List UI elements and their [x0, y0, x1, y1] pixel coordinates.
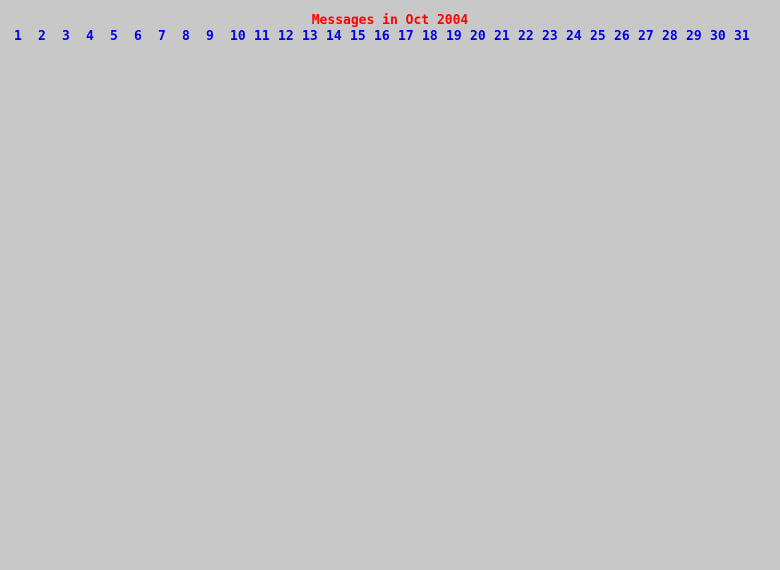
day-link-21[interactable]: 21	[494, 29, 510, 44]
day-link-31[interactable]: 31	[734, 29, 750, 44]
day-link-10[interactable]: 10	[230, 29, 246, 44]
day-link-12[interactable]: 12	[278, 29, 294, 44]
day-link-27[interactable]: 27	[638, 29, 654, 44]
day-link-8[interactable]: 8	[182, 29, 190, 44]
day-link-7[interactable]: 7	[158, 29, 166, 44]
day-link-11[interactable]: 11	[254, 29, 270, 44]
day-link-28[interactable]: 28	[662, 29, 678, 44]
day-link-1[interactable]: 1	[14, 29, 22, 44]
day-link-14[interactable]: 14	[326, 29, 342, 44]
day-link-16[interactable]: 16	[374, 29, 390, 44]
day-link-25[interactable]: 25	[590, 29, 606, 44]
day-links-row: 1 2 3 4 5 6 7 8 9 10 11 12 13 14 15 16 17 18 19 20 21 22 23 24 2…	[14, 29, 780, 45]
day-link-9[interactable]: 9	[206, 29, 214, 44]
day-link-5[interactable]: 5	[110, 29, 118, 44]
day-link-17[interactable]: 17	[398, 29, 414, 44]
day-link-26[interactable]: 26	[614, 29, 630, 44]
day-link-20[interactable]: 20	[470, 29, 486, 44]
day-link-30[interactable]: 30	[710, 29, 726, 44]
day-link-4[interactable]: 4	[86, 29, 94, 44]
day-link-13[interactable]: 13	[302, 29, 318, 44]
day-link-2[interactable]: 2	[38, 29, 46, 44]
day-link-15[interactable]: 15	[350, 29, 366, 44]
day-link-29[interactable]: 29	[686, 29, 702, 44]
day-link-22[interactable]: 22	[518, 29, 534, 44]
day-link-24[interactable]: 24	[566, 29, 582, 44]
day-link-6[interactable]: 6	[134, 29, 142, 44]
day-link-18[interactable]: 18	[422, 29, 438, 44]
page-title: Messages in Oct 2004	[311, 13, 469, 28]
day-link-23[interactable]: 23	[542, 29, 558, 44]
day-link-19[interactable]: 19	[446, 29, 462, 44]
day-link-3[interactable]: 3	[62, 29, 70, 44]
